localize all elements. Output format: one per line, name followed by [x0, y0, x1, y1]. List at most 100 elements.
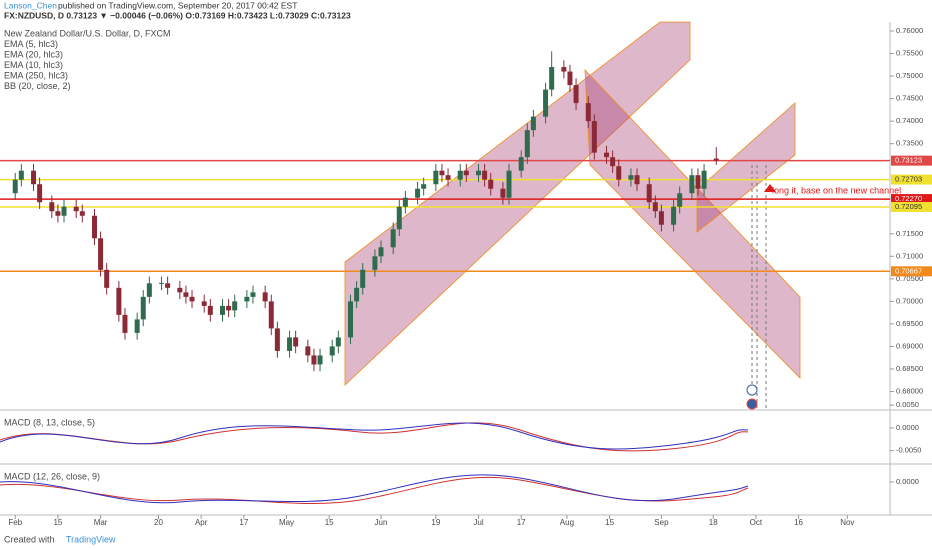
x-tick-label: 19 [431, 518, 440, 527]
y-tick-label: 0.69500 [896, 319, 923, 328]
candle-body [165, 283, 171, 288]
candle-body [616, 166, 622, 180]
candle-body [567, 71, 573, 86]
candle-body [348, 301, 354, 338]
candle-body [378, 247, 384, 257]
up-channel [344, 21, 691, 386]
candle-body [201, 301, 207, 306]
y-tick-label: 0.70000 [896, 296, 923, 305]
candle-body [55, 211, 61, 216]
annotation: long it, base on the new channel [772, 185, 901, 195]
y-tick-label: 0.68000 [896, 386, 923, 395]
candle-body [524, 130, 530, 158]
price-badge-label: 0.72270 [895, 194, 922, 203]
candle-body [518, 157, 524, 171]
candle-body [37, 184, 43, 203]
down-channel [584, 68, 801, 379]
event-icon[interactable] [746, 384, 758, 396]
legend-entry: EMA (10, hlc3) [4, 60, 63, 70]
candle-body [12, 179, 18, 194]
y-tick-label: 0.73500 [896, 139, 923, 148]
candle-body [421, 184, 427, 189]
legend-entry: BB (20, close, 2) [4, 81, 71, 91]
x-tick-label: 17 [517, 518, 526, 527]
y-tick-label: 0.69000 [896, 341, 923, 350]
candle-body [585, 103, 591, 122]
candle-body [104, 269, 110, 288]
y-tick-label: 0.75500 [896, 49, 923, 58]
x-tick-label: Jun [375, 518, 388, 527]
macd2-label: MACD (12, 26, close, 9) [4, 471, 100, 481]
macd2-signal [0, 476, 749, 504]
candle-body [91, 215, 97, 239]
candle-body [18, 170, 24, 180]
candle-body [220, 305, 225, 315]
candle-body [671, 206, 677, 225]
candle-body [445, 175, 451, 180]
candle-body [287, 337, 293, 351]
macd-tick-label: -0.0050 [896, 446, 921, 455]
candle-body [207, 305, 213, 315]
candle-body [506, 170, 512, 198]
candle-body [61, 206, 67, 216]
x-tick-label: 20 [154, 518, 163, 527]
price-badge [891, 174, 932, 185]
macd2-line [0, 474, 749, 504]
candle-body [183, 292, 189, 297]
candle-body [372, 256, 378, 270]
candle-body [530, 116, 536, 131]
x-tick-label: Aug [560, 518, 574, 527]
x-tick-label: 16 [794, 518, 803, 527]
candle-body [329, 346, 335, 356]
price-badge [891, 155, 932, 166]
candle-body [293, 337, 299, 347]
candle-body [274, 328, 280, 351]
price-badge [891, 201, 932, 212]
x-tick-label: Oct [750, 518, 763, 527]
candle-body [134, 319, 140, 333]
candle-body [396, 206, 402, 230]
author[interactable]: Lanson_Chen [4, 0, 57, 10]
macd1-label: MACD (8, 13, close, 5) [4, 417, 95, 427]
candle-body [73, 206, 79, 212]
event-icon[interactable] [746, 398, 758, 410]
x-tick-label: Mar [94, 518, 108, 527]
footer-created: Created with [4, 534, 55, 544]
candle-body [79, 211, 85, 216]
candle-body [549, 67, 555, 90]
macd-tick-label: 0.0000 [896, 477, 919, 486]
price-badge-label: 0.72095 [895, 202, 922, 211]
candle-body [122, 314, 128, 333]
candle-body [573, 85, 579, 104]
candle-body [177, 287, 183, 293]
y-tick-label: 0.75000 [896, 71, 923, 80]
candle-body [116, 287, 122, 315]
candle-body [463, 170, 469, 176]
candle-body [561, 67, 567, 72]
x-tick-label: 17 [239, 518, 248, 527]
candle-body [658, 211, 664, 225]
candle-body [646, 184, 652, 203]
macd1-line [0, 422, 749, 450]
y-tick-label: 0.76000 [896, 26, 923, 35]
candle-body [634, 175, 640, 185]
candle-body [677, 193, 683, 207]
candle-body [232, 301, 238, 311]
x-tick-label: 15 [605, 518, 614, 527]
candle-body [159, 282, 165, 284]
candle-body [591, 121, 597, 153]
candle-body [360, 269, 366, 288]
candle-body [439, 170, 445, 176]
legend-entry: EMA (5, hlc3) [4, 39, 58, 49]
macd-tick-label: 0.0000 [896, 423, 919, 432]
footer-brand[interactable]: TradingView [66, 534, 116, 544]
candle-body [31, 170, 37, 185]
x-tick-label: Nov [840, 518, 854, 527]
candle-body [713, 158, 719, 161]
x-tick-label: 15 [325, 518, 334, 527]
arrow [764, 184, 776, 192]
candle-body [701, 170, 707, 189]
price-badge [891, 194, 932, 205]
